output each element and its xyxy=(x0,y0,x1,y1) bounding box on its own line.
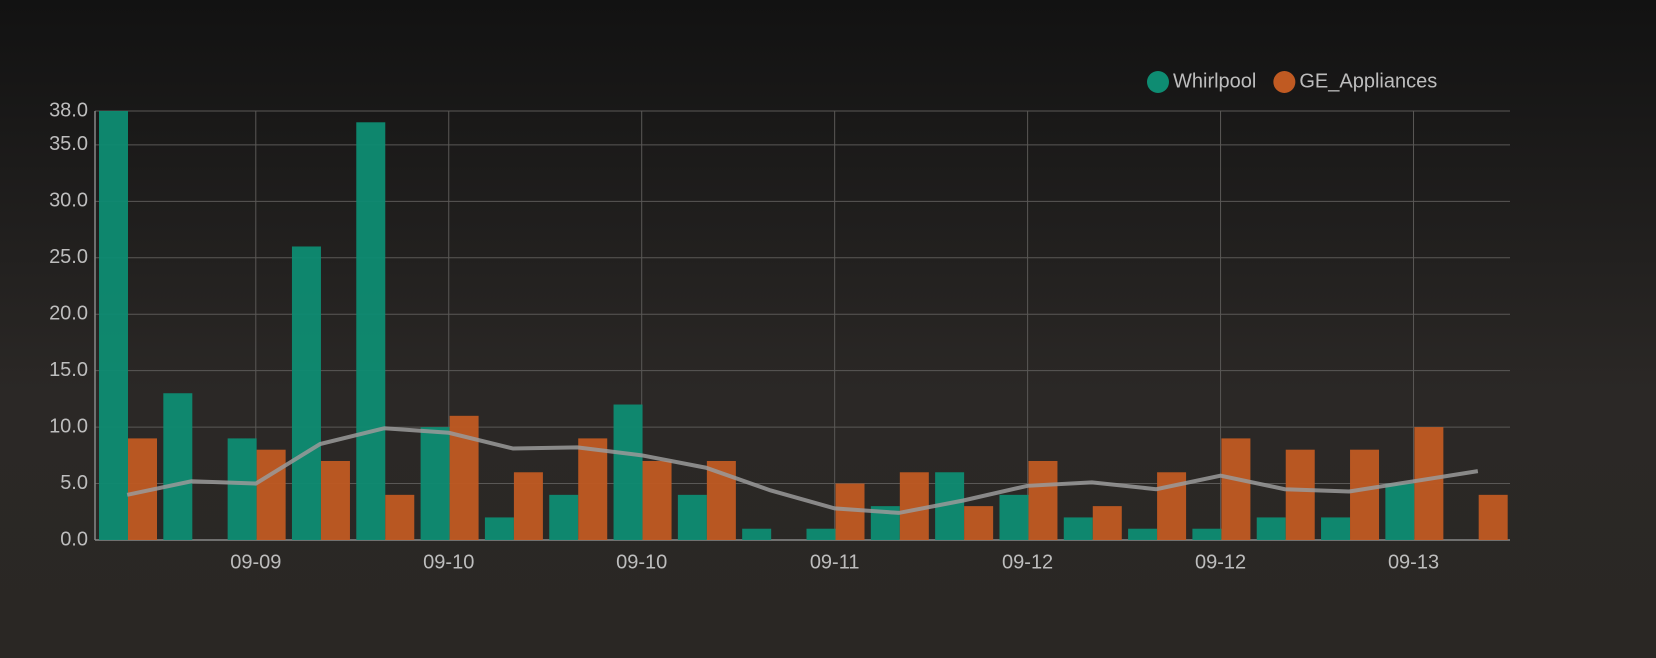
bar xyxy=(1414,427,1444,540)
legend-marker xyxy=(1147,71,1169,93)
bar xyxy=(99,111,128,540)
y-tick-label: 20.0 xyxy=(49,302,88,324)
bar xyxy=(356,122,386,540)
bar xyxy=(513,472,543,540)
bar xyxy=(578,438,608,540)
bar xyxy=(1128,528,1158,540)
x-tick-label: 09-12 xyxy=(1002,551,1053,573)
bar xyxy=(1092,506,1122,540)
x-tick-label: 09-10 xyxy=(616,551,667,573)
bar xyxy=(385,494,415,540)
bar xyxy=(613,404,643,540)
y-tick-label: 30.0 xyxy=(49,190,88,212)
bar xyxy=(806,528,836,540)
bar xyxy=(1221,438,1251,540)
y-tick-label: 5.0 xyxy=(60,472,88,494)
y-tick-label: 15.0 xyxy=(49,359,88,381)
bar xyxy=(1028,460,1058,540)
bar xyxy=(642,460,672,540)
x-tick-label: 09-12 xyxy=(1195,551,1246,573)
bar xyxy=(742,528,772,540)
y-tick-label: 38.0 xyxy=(49,99,88,121)
legend-label: Whirlpool xyxy=(1173,70,1256,92)
y-tick-label: 25.0 xyxy=(49,246,88,268)
bar xyxy=(1350,449,1380,540)
bar xyxy=(1192,528,1222,540)
bar xyxy=(163,393,193,540)
bar xyxy=(420,427,450,540)
x-tick-label: 09-10 xyxy=(423,551,474,573)
y-tick-label: 35.0 xyxy=(49,133,88,155)
x-tick-label: 09-11 xyxy=(810,551,860,573)
x-tick-label: 09-13 xyxy=(1388,551,1439,573)
bar xyxy=(291,246,321,540)
y-tick-label: 10.0 xyxy=(49,415,88,437)
y-tick-label: 0.0 xyxy=(60,528,88,550)
bar xyxy=(1385,483,1415,540)
bar xyxy=(549,494,579,540)
bar xyxy=(1478,494,1508,540)
bar xyxy=(227,438,257,540)
x-tick-label: 09-09 xyxy=(230,551,281,573)
legend-label: GE_Appliances xyxy=(1299,70,1437,92)
bar xyxy=(484,517,514,540)
bar xyxy=(256,449,286,540)
bar xyxy=(1063,517,1093,540)
bar xyxy=(999,494,1029,540)
bar xyxy=(964,506,994,540)
bar xyxy=(1256,517,1286,540)
bar xyxy=(677,494,707,540)
legend-marker xyxy=(1273,71,1296,93)
trend-line xyxy=(126,426,1479,515)
bar xyxy=(320,460,350,540)
bar xyxy=(1285,449,1315,540)
bar xyxy=(1321,517,1351,540)
